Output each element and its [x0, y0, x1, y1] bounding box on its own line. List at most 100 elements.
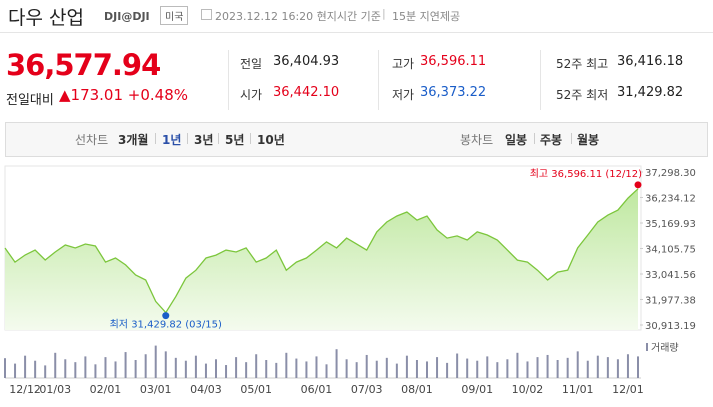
volume-bar: [14, 363, 17, 378]
tab-separator: [187, 133, 188, 144]
stat-separator: [540, 50, 541, 110]
stat-label: 52주 최저: [556, 88, 609, 102]
delay: 15분 지연제공: [392, 10, 461, 23]
datetime: 2023.12.12 16:20 현지시간 기준: [215, 10, 381, 23]
price-line: [4, 188, 639, 314]
volume-bar: [375, 360, 378, 378]
current-price: 36,577.94: [6, 48, 161, 82]
volume-bar: [355, 362, 358, 378]
stat-label: 저가: [392, 88, 415, 102]
stat-value: 36,404.93: [273, 54, 340, 69]
volume-bar: [174, 357, 177, 378]
min-point: [162, 312, 170, 320]
min-label: 최저 31,429.82 (03/15): [110, 319, 222, 331]
volume-bar: [426, 361, 428, 378]
stat-value: 36,416.18: [617, 54, 684, 69]
stat-label: 전일: [240, 57, 263, 71]
volume-bar: [516, 352, 519, 378]
x-tick-label: 04/03: [190, 383, 222, 396]
volume-bar: [144, 354, 147, 378]
tab-separator: [155, 133, 156, 144]
volume-bar: [637, 356, 639, 378]
stat-value: 36,373.22: [420, 85, 487, 100]
stat-separator: [228, 50, 229, 110]
tab-bar: [5, 122, 708, 157]
stat-label: 시가: [240, 88, 263, 102]
volume-label: 거래량: [651, 342, 679, 354]
volume-bar: [164, 351, 167, 378]
max-point: [634, 181, 642, 189]
x-tick-label: 06/01: [301, 383, 333, 396]
stat-value: 31,429.82: [617, 85, 684, 100]
volume-bar: [245, 362, 248, 378]
market-badge: 미국: [160, 6, 189, 25]
x-tick-label: 07/03: [351, 383, 383, 396]
volume-bar: [606, 357, 609, 378]
x-tick-label: 02/01: [90, 383, 122, 396]
volume-bar: [124, 352, 127, 378]
volume-bar: [325, 364, 328, 378]
volume-bar: [526, 361, 529, 378]
volume-legend-icon: [646, 343, 648, 351]
volume-bar: [194, 355, 197, 378]
volume-bar: [275, 362, 278, 378]
volume-bar: [184, 360, 187, 378]
x-tick-label: 12/01: [612, 383, 644, 396]
tab-separator: [218, 133, 219, 144]
volume-bar: [154, 345, 157, 378]
divider: [0, 32, 713, 33]
volume-bar: [616, 359, 619, 378]
stat-label: 고가: [392, 57, 415, 71]
x-tick-label: 11/01: [562, 383, 594, 396]
candle-tab[interactable]: 월봉: [577, 133, 600, 147]
period-tab[interactable]: 10년: [257, 133, 285, 147]
volume-bar: [225, 365, 228, 378]
volume-bar: [456, 353, 459, 378]
volume-bar: [415, 360, 418, 378]
x-tick-label: 10/02: [512, 383, 544, 396]
volume-bar: [4, 358, 6, 378]
change: ▲173.01 +0.48%: [59, 86, 189, 104]
candle-tab[interactable]: 주봉: [540, 133, 563, 147]
period-tab[interactable]: 1년: [162, 133, 182, 147]
stat-label: 52주 최고: [556, 57, 609, 71]
volume-bar: [536, 357, 539, 378]
x-tick-label: 12/12: [9, 383, 41, 396]
stat-separator: [378, 50, 379, 110]
code: DJI@DJI: [104, 10, 150, 23]
candle-chart-label: 봉차트: [460, 133, 494, 147]
period-tab[interactable]: 3년: [194, 133, 214, 147]
volume-bar: [74, 362, 77, 378]
volume-bar: [305, 361, 308, 378]
tab-separator: [534, 133, 535, 144]
stat-value: 36,596.11: [420, 54, 487, 69]
volume-bar: [54, 352, 57, 378]
volume-bar: [506, 359, 509, 378]
volume-bar: [365, 354, 368, 378]
volume-bar: [345, 359, 348, 378]
stat-value: 36,442.10: [273, 85, 340, 100]
volume-bar: [496, 362, 499, 378]
volume-bar: [94, 364, 97, 378]
x-tick-label: 03/01: [140, 383, 172, 396]
volume-bar: [486, 356, 489, 378]
period-tab[interactable]: 3개월: [118, 133, 149, 147]
candle-tab[interactable]: 일봉: [505, 133, 528, 147]
volume-bar: [626, 354, 629, 378]
volume-bar: [255, 354, 258, 378]
volume-bar: [84, 356, 87, 378]
volume-bar: [34, 360, 37, 378]
volume-bar: [395, 363, 398, 378]
volume-bar: [385, 357, 388, 378]
period-tab[interactable]: 5년: [225, 133, 245, 147]
volume-bar: [546, 354, 549, 378]
y-tick-label: 31,977.38: [645, 295, 696, 306]
y-tick-label: 37,298.30: [645, 168, 696, 179]
volume-bar: [24, 355, 27, 378]
volume-bar: [44, 365, 47, 378]
volume-bar: [576, 351, 579, 378]
line-chart-label: 선차트: [75, 133, 109, 147]
volume-bar: [476, 360, 479, 378]
